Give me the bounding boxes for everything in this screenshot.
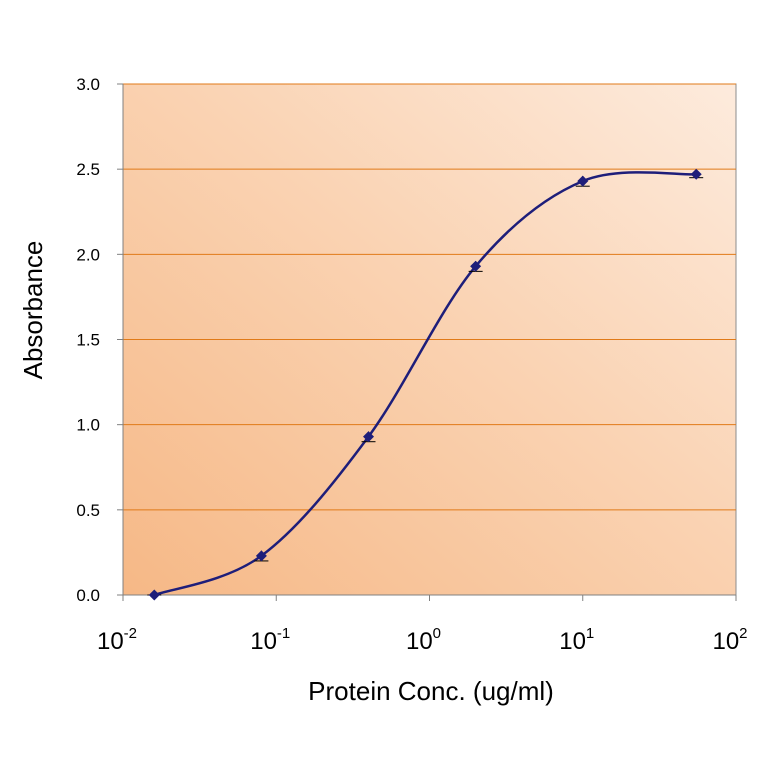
y-tick-labels: 0.0 0.5 1.0 1.5 2.0 2.5 3.0: [76, 75, 100, 605]
grid-lines: [123, 83, 736, 511]
x-tick-exponent: -1: [277, 625, 290, 642]
y-tick-label: 1.0: [76, 416, 100, 435]
x-tick-base: 10: [250, 628, 277, 655]
axes: [117, 83, 737, 601]
x-tick-label: 102: [712, 625, 747, 655]
data-point: [148, 589, 160, 601]
x-tick-base: 10: [406, 628, 433, 655]
data-point: [470, 260, 482, 272]
x-tick-labels: 10-2 10-1 100 101 102: [97, 625, 748, 655]
x-axis-title: Protein Conc. (ug/ml): [308, 676, 554, 706]
y-tick-label: 0.5: [76, 501, 100, 520]
y-tick-label: 2.5: [76, 160, 100, 179]
y-tick-label: 1.5: [76, 331, 100, 350]
y-tick-label: 3.0: [76, 75, 100, 94]
data-point: [255, 550, 267, 562]
data-point: [363, 431, 375, 443]
y-axis-title: Absorbance: [18, 241, 48, 380]
x-tick-label: 101: [559, 625, 594, 655]
data-point: [577, 175, 589, 187]
x-tick-exponent: 0: [433, 625, 441, 642]
x-tick-label: 100: [406, 625, 441, 655]
x-tick-base: 10: [559, 628, 586, 655]
x-tick-base: 10: [712, 628, 739, 655]
series: [147, 168, 704, 601]
x-tick-label: 10-2: [97, 625, 137, 655]
y-tick-label: 0.0: [76, 586, 100, 605]
x-tick-exponent: 2: [739, 625, 747, 642]
x-tick-base: 10: [97, 628, 124, 655]
x-tick-exponent: -2: [124, 625, 137, 642]
y-tick-label: 2.0: [76, 245, 100, 264]
x-tick-exponent: 1: [586, 625, 594, 642]
x-tick-label: 10-1: [250, 625, 290, 655]
data-point: [690, 168, 702, 180]
